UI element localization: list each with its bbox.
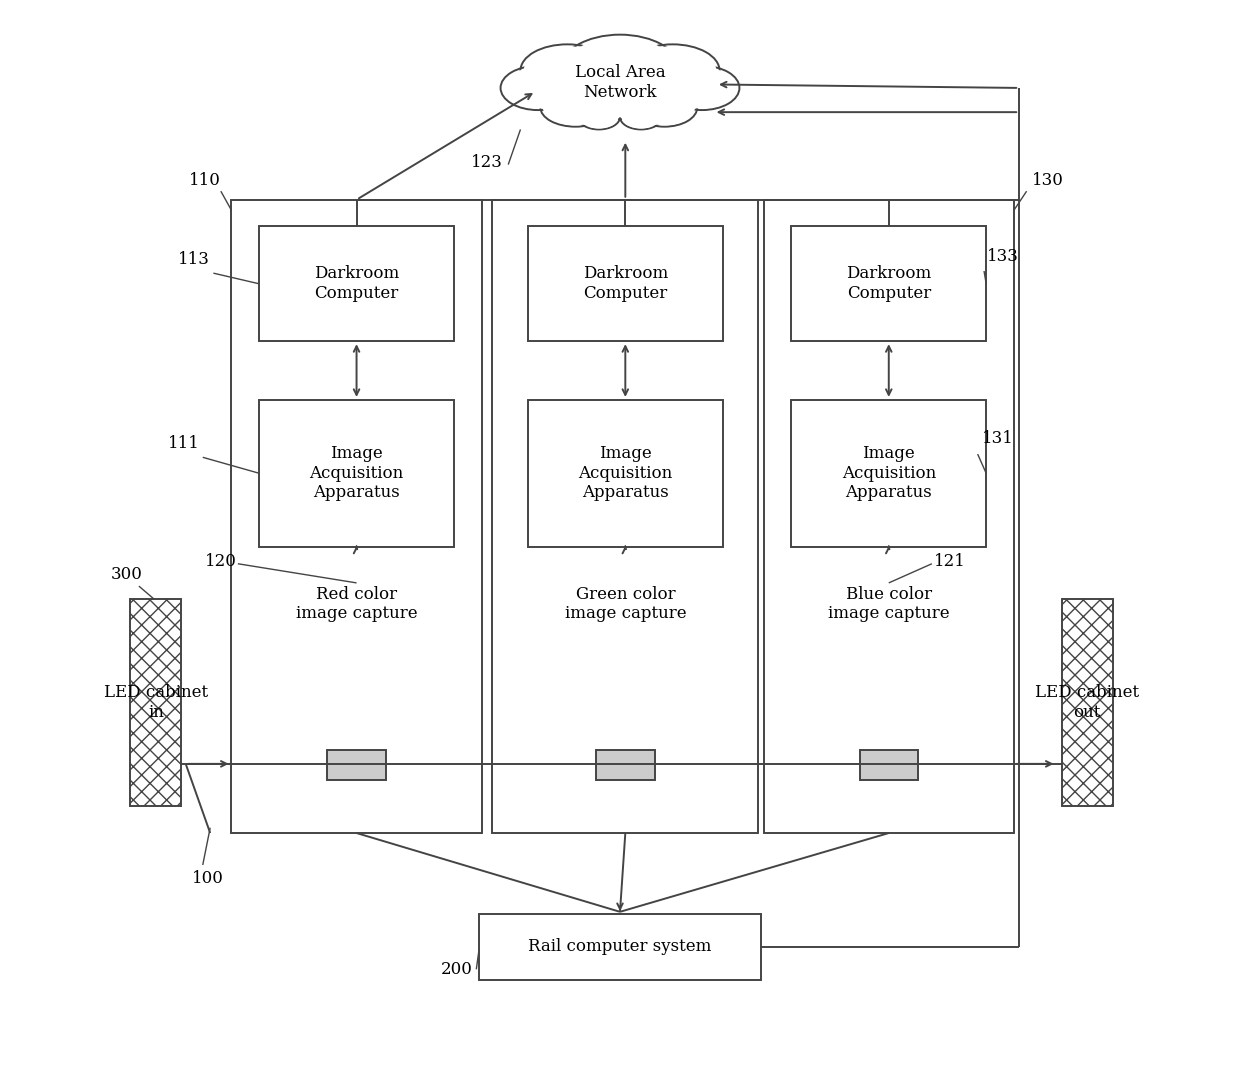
Text: LED cabinet
out: LED cabinet out: [1035, 685, 1140, 721]
Text: Blue color
image capture: Blue color image capture: [828, 586, 950, 623]
Text: Darkroom
Computer: Darkroom Computer: [846, 265, 931, 302]
Ellipse shape: [579, 73, 661, 118]
Text: 123: 123: [471, 154, 503, 171]
Text: 120: 120: [205, 553, 237, 570]
Ellipse shape: [631, 88, 697, 126]
Bar: [764, 200, 1014, 834]
Bar: [259, 227, 454, 341]
Text: Image
Acquisition
Apparatus: Image Acquisition Apparatus: [310, 445, 404, 502]
Bar: [791, 400, 986, 547]
Ellipse shape: [541, 88, 610, 126]
Text: 121: 121: [934, 553, 966, 570]
Ellipse shape: [578, 105, 620, 129]
Ellipse shape: [559, 34, 681, 107]
Bar: [596, 750, 655, 780]
Ellipse shape: [503, 67, 573, 108]
Text: Darkroom
Computer: Darkroom Computer: [314, 265, 399, 302]
Text: Image
Acquisition
Apparatus: Image Acquisition Apparatus: [842, 445, 936, 502]
Ellipse shape: [626, 44, 719, 97]
Bar: [327, 750, 386, 780]
Text: Green color
image capture: Green color image capture: [564, 586, 686, 623]
Text: 100: 100: [192, 870, 224, 887]
Ellipse shape: [543, 89, 608, 125]
Ellipse shape: [629, 46, 717, 95]
Text: LED cabinet
in: LED cabinet in: [104, 685, 208, 721]
Bar: [528, 227, 723, 341]
Text: 113: 113: [179, 250, 210, 268]
Text: 111: 111: [167, 435, 200, 452]
Bar: [1061, 599, 1112, 807]
Text: Rail computer system: Rail computer system: [528, 938, 712, 956]
Bar: [479, 914, 761, 980]
Text: Local Area
Network: Local Area Network: [574, 64, 666, 101]
Ellipse shape: [521, 44, 614, 97]
Text: Image
Acquisition
Apparatus: Image Acquisition Apparatus: [578, 445, 672, 502]
Text: Red color
image capture: Red color image capture: [295, 586, 418, 623]
Bar: [232, 200, 481, 834]
Text: 300: 300: [112, 566, 143, 583]
Text: 130: 130: [1032, 172, 1064, 189]
Text: 200: 200: [441, 961, 474, 978]
Ellipse shape: [665, 65, 739, 110]
Text: 133: 133: [987, 247, 1019, 264]
Ellipse shape: [579, 106, 619, 128]
Ellipse shape: [523, 46, 611, 95]
Text: Darkroom
Computer: Darkroom Computer: [583, 265, 668, 302]
Bar: [791, 227, 986, 341]
Ellipse shape: [634, 89, 694, 125]
Ellipse shape: [563, 37, 677, 104]
Ellipse shape: [620, 105, 662, 129]
Bar: [259, 400, 454, 547]
Bar: [492, 200, 759, 834]
Ellipse shape: [575, 71, 665, 119]
Ellipse shape: [621, 106, 661, 128]
Text: 110: 110: [188, 172, 221, 189]
Ellipse shape: [501, 65, 575, 110]
Bar: [528, 400, 723, 547]
Text: 131: 131: [982, 430, 1014, 446]
Ellipse shape: [667, 67, 737, 108]
Bar: [130, 599, 181, 807]
Bar: [859, 750, 918, 780]
